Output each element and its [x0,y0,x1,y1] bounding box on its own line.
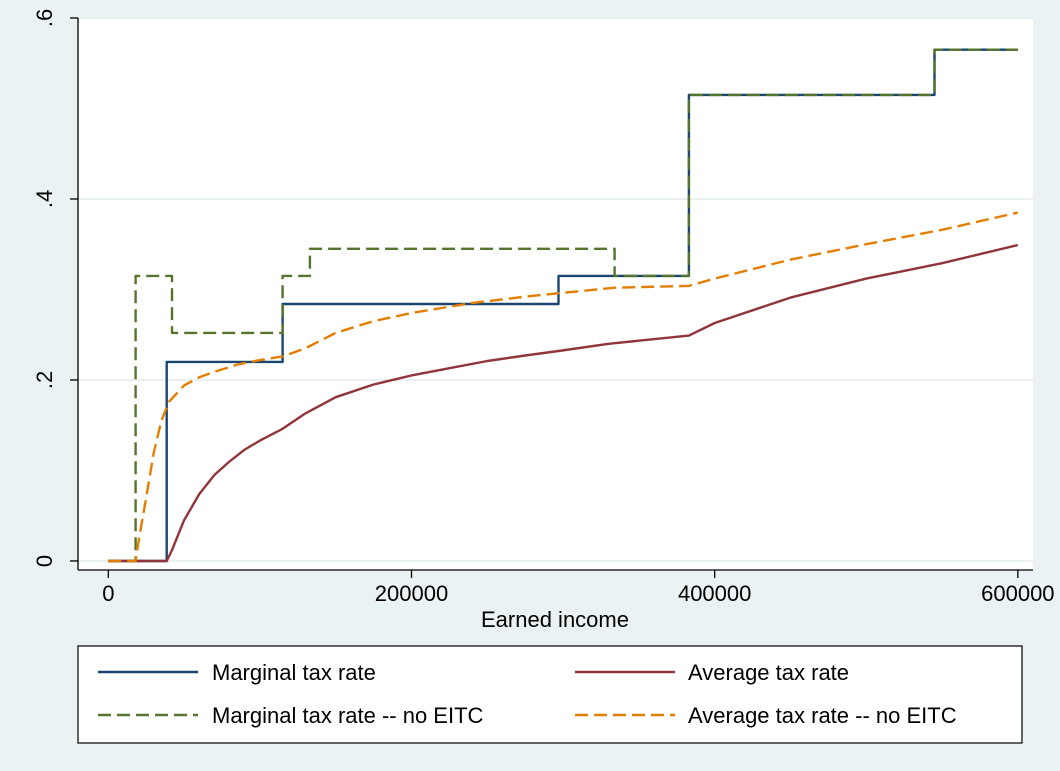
gridlines [78,17,1033,562]
legend-box [77,645,1023,744]
axes: 0 .2 .4 .6 0 200000 400000 600000 [32,9,1055,606]
y-tick-label: .2 [32,371,57,389]
legend-label-1: Marginal tax rate [212,660,376,685]
y-tick-label: .4 [32,190,57,208]
legend-label-3: Marginal tax rate -- no EITC [212,703,484,728]
series-lines [108,48,1019,563]
series-line-2 [108,243,1019,563]
x-axis-label: Earned income [481,607,629,632]
legend: Marginal tax rate Average tax rate Margina… [77,645,1023,744]
x-tick-label: 400000 [678,581,751,606]
y-tick-label: 0 [32,555,57,567]
x-tick-label: 0 [102,581,114,606]
x-tick-label: 600000 [981,581,1054,606]
legend-label-4: Average tax rate -- no EITC [688,703,957,728]
legend-label-2: Average tax rate [688,660,849,685]
y-tick-label: .6 [32,9,57,27]
x-tick-label: 200000 [375,581,448,606]
series-line-4 [108,211,1019,563]
series-line-3 [108,48,1018,563]
